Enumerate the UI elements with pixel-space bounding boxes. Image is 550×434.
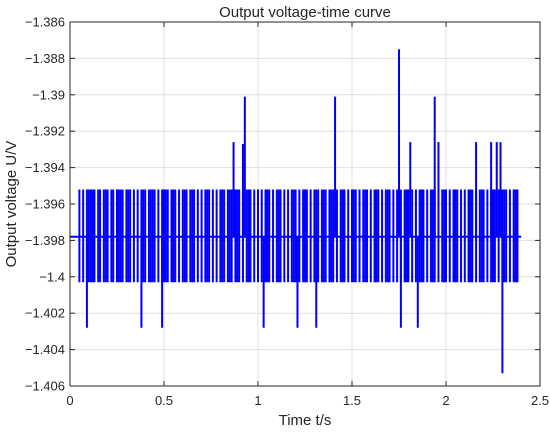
chart-title: Output voltage-time curve	[219, 4, 391, 21]
y-tick-label: −1.398	[25, 233, 65, 248]
x-tick-label: 2.5	[531, 393, 549, 408]
y-axis-label: Output voltage U/V	[3, 141, 20, 268]
y-tick-label: −1.386	[25, 15, 65, 30]
y-tick-label: −1.396	[25, 197, 65, 212]
y-tick-label: −1.394	[25, 160, 65, 175]
y-tick-label: −1.404	[25, 342, 65, 357]
x-tick-label: 0.5	[155, 393, 173, 408]
y-tick-label: −1.392	[25, 124, 65, 139]
y-tick-label: −1.402	[25, 306, 65, 321]
x-tick-label: 2	[442, 393, 449, 408]
x-axis-label: Time t/s	[279, 412, 332, 429]
x-tick-label: 0	[66, 393, 73, 408]
data-layer	[70, 49, 522, 374]
y-tick-label: −1.39	[32, 87, 65, 102]
y-tick-label: −1.4	[39, 269, 65, 284]
x-tick-labels: 0 0.5 1 1.5 2 2.5	[66, 393, 549, 408]
y-tick-label: −1.388	[25, 51, 65, 66]
tick-marks	[69, 21, 541, 387]
y-tick-label: −1.406	[25, 379, 65, 394]
y-tick-labels: −1.386 −1.388 −1.39 −1.392 −1.394 −1.396 −1.39…	[25, 15, 65, 394]
x-tick-label: 1.5	[343, 393, 361, 408]
x-tick-label: 1	[254, 393, 261, 408]
